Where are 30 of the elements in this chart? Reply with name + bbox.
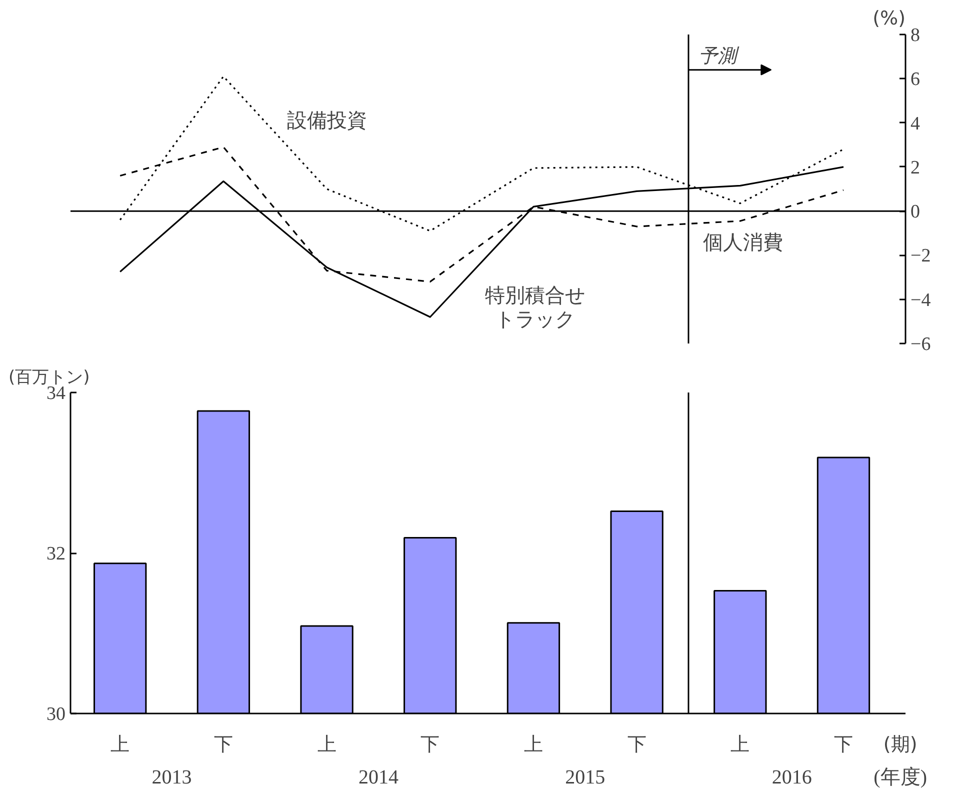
y-tick-label: 30 <box>46 704 66 725</box>
y-tick-label: 4 <box>910 113 920 134</box>
y-tick-label: 2 <box>910 157 920 178</box>
y-tick-label: 8 <box>910 25 920 46</box>
x-tick-label: 上 <box>730 734 750 756</box>
x-tick-label: 上 <box>110 734 130 756</box>
y-tick-label: −6 <box>910 334 931 355</box>
text: (年度) <box>874 766 927 788</box>
text: 2013 <box>152 766 192 788</box>
y-tick-label: 32 <box>46 544 66 564</box>
text: 2015 <box>565 766 606 788</box>
x-tick-label: 下 <box>627 734 646 756</box>
series-label: 個人消費 <box>703 230 784 254</box>
y-tick-label: 6 <box>910 69 920 90</box>
x-tick-label: 下 <box>214 734 233 756</box>
annotation: 予測 <box>698 44 740 67</box>
y-tick-label: −4 <box>910 290 932 311</box>
x-tick-label: 下 <box>420 734 440 756</box>
x-tick-label: 上 <box>524 734 543 756</box>
x-axis-title: (期) <box>883 734 918 756</box>
y-tick-label: 0 <box>910 202 920 223</box>
text: 2014 <box>358 766 398 788</box>
x-tick-label: 下 <box>834 734 853 756</box>
y-axis-title: (%) <box>872 8 906 30</box>
series-label: 設備投資 <box>286 108 367 132</box>
x-tick-label: 上 <box>317 734 336 756</box>
y-axis-title: (百万トン) <box>8 368 90 388</box>
y-tick-label: −2 <box>910 246 931 267</box>
text: 2016 <box>772 766 812 788</box>
series-label: 特別積合せトラック <box>485 283 586 332</box>
